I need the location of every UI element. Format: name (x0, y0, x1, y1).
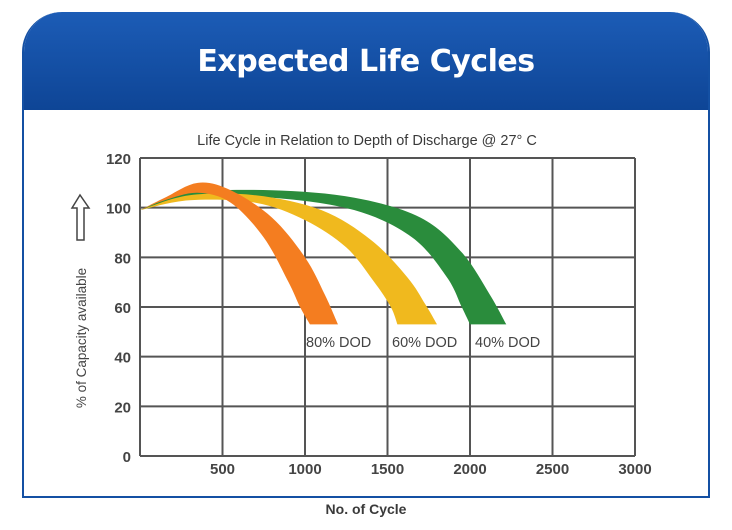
y-tick-label: 60 (114, 300, 131, 317)
up-arrow-icon (70, 193, 91, 241)
x-tick-label: 1000 (288, 461, 321, 478)
page-title: Expected Life Cycles (197, 43, 535, 79)
series-label-1: 60% DOD (392, 335, 457, 351)
y-tick-label: 20 (114, 399, 131, 416)
y-tick-label: 100 (106, 201, 131, 218)
series-label-2: 40% DOD (475, 335, 540, 351)
header-banner: Expected Life Cycles (24, 12, 708, 110)
x-tick-label: 2500 (536, 461, 569, 478)
series-band-2 (140, 182, 338, 325)
series-areas (140, 182, 507, 325)
y-axis-label: % of Capacity available (74, 268, 89, 408)
series-label-0: 80% DOD (306, 335, 371, 351)
x-tick-label: 3000 (618, 461, 651, 478)
y-tick-label: 120 (106, 151, 131, 168)
x-axis-label: No. of Cycle (325, 501, 407, 517)
x-tick-label: 500 (210, 461, 235, 478)
x-tick-label: 1500 (371, 461, 404, 478)
series-labels: 80% DOD 60% DOD 40% DOD (306, 335, 540, 351)
series-band-1 (140, 193, 437, 325)
y-tick-label: 80 (114, 250, 131, 267)
y-tick-label: 40 (114, 350, 131, 367)
chart-title: Life Cycle in Relation to Depth of Disch… (197, 133, 537, 149)
x-tick-label: 2000 (453, 461, 486, 478)
y-tick-label: 0 (123, 449, 131, 466)
chart-grid (139, 157, 636, 457)
tick-labels: 500 1000 1500 2000 2500 3000 0 20 40 60 80 100 120 (106, 151, 652, 478)
chart-card: Expected Life Cycles (22, 12, 710, 498)
series-band-0 (140, 189, 507, 325)
